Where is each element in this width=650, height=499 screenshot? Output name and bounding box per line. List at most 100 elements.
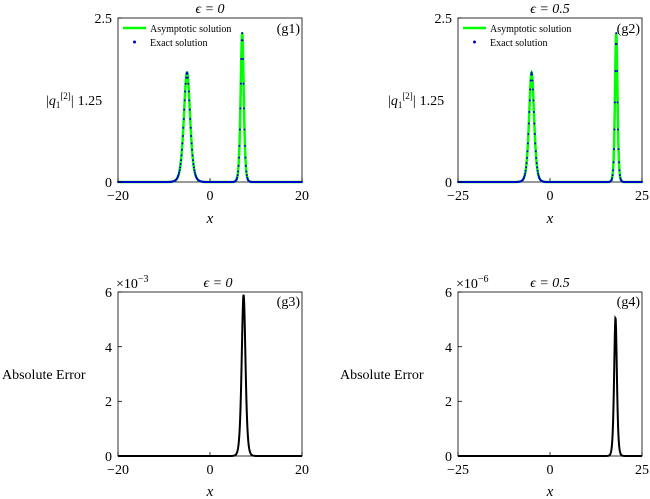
panel-title: ϵ = 0.5 [530, 276, 570, 291]
exact-point [618, 174, 621, 177]
exact-point [186, 72, 189, 75]
exact-point [188, 108, 191, 111]
exact-point [192, 166, 195, 169]
panel-g4: ϵ = 0.5 ×10−6 0 2 4 6 −25 0 25 x Absolut… [340, 274, 649, 499]
exact-point [526, 142, 529, 145]
x-tick-label: 25 [635, 463, 649, 478]
exact-point [615, 32, 618, 35]
exact-point [241, 32, 244, 35]
exact-point [243, 128, 246, 131]
x-tick-label: 20 [295, 189, 309, 204]
x-axis-label: x [206, 211, 214, 227]
exact-point [613, 101, 616, 104]
y-tick-label: 4 [105, 341, 112, 356]
exact-point [180, 154, 183, 157]
exact-point [612, 148, 615, 151]
exact-point [529, 88, 532, 91]
exact-point [187, 82, 190, 85]
x-tick-label: −25 [447, 463, 469, 478]
panel-label: (g3) [277, 295, 301, 310]
x-tick-label: 0 [207, 463, 214, 478]
exact-point [245, 170, 248, 173]
exact-point [191, 154, 194, 157]
exact-point [531, 79, 534, 82]
y-axis-label: Absolute Error [340, 368, 424, 383]
exact-point [524, 172, 527, 175]
exact-point [523, 174, 526, 177]
exact-point [180, 148, 183, 151]
legend-exact-swatch [473, 40, 476, 44]
legend: Asymptotic solution Exact solution [123, 24, 231, 49]
y-tick-label: 2.5 [95, 12, 113, 27]
exact-point [238, 144, 241, 147]
exact-point [181, 142, 184, 145]
x-ticks: −20 0 20 [107, 178, 309, 204]
exact-point [246, 176, 249, 179]
exact-point [236, 176, 239, 179]
curves [458, 315, 642, 457]
curves [457, 32, 643, 184]
exact-point [532, 111, 535, 113]
y-ticks: 0 2 4 6 [105, 286, 122, 465]
exact-point [524, 169, 527, 172]
exact-point [535, 156, 538, 159]
exact-point [243, 144, 246, 147]
x-axis-label: x [546, 211, 554, 227]
y-tick-label: 2 [105, 395, 112, 410]
panel-title: ϵ = 0.5 [530, 2, 570, 17]
exact-point [237, 170, 240, 173]
exact-point [177, 174, 180, 177]
x-tick-label: 0 [207, 189, 214, 204]
exact-point [534, 142, 537, 145]
exact-point [183, 99, 186, 102]
legend: Asymptotic solution Exact solution [463, 24, 571, 49]
exact-point [612, 161, 615, 164]
exact-point [240, 58, 243, 61]
exact-point [533, 133, 536, 136]
exact-point [235, 178, 238, 181]
scale-note: ×10−3 [116, 274, 149, 292]
exact-point [532, 99, 535, 102]
panel-g1: ϵ = 0 0 2.5 −20 0 20 x |q1[2]| 1.25 (g1) … [46, 2, 309, 227]
exact-point [241, 39, 244, 42]
exact-point [193, 171, 196, 174]
panel-g2: ϵ = 0.5 0 2.5 −25 0 25 x |q1[2]| 1.25 (g2… [388, 2, 649, 227]
legend-asymptotic-label: Asymptotic solution [150, 24, 231, 35]
exact-point [531, 73, 534, 76]
exact-point [531, 88, 534, 91]
exact-point [192, 163, 195, 166]
legend-exact-swatch [133, 40, 136, 44]
curves [117, 32, 303, 184]
exact-point [239, 107, 242, 110]
exact-point [619, 177, 622, 180]
exact-point [526, 150, 529, 153]
x-axis-label: x [546, 484, 554, 499]
series-exact-points [117, 32, 303, 183]
y-axis-label: |q1[2]| 1.25 [46, 91, 102, 110]
exact-point [537, 174, 540, 177]
panel-title: ϵ = 0 [203, 276, 232, 291]
exact-point [525, 166, 528, 169]
exact-point [187, 90, 190, 93]
exact-point [617, 148, 620, 151]
x-tick-label: 0 [547, 463, 554, 478]
exact-point [193, 169, 196, 172]
y-axis-label: |q1[2]| 1.25 [388, 91, 444, 110]
y-ticks: 0 2.5 [435, 12, 462, 191]
y-tick-label: 6 [105, 286, 112, 301]
exact-point [611, 177, 614, 180]
series-asymptotic-line [118, 32, 302, 184]
exact-point [533, 122, 536, 125]
exact-point [236, 174, 239, 177]
exact-point [616, 101, 619, 104]
exact-point [178, 169, 181, 172]
exact-point [242, 58, 245, 61]
x-tick-label: 20 [295, 463, 309, 478]
legend-asymptotic-label: Asymptotic solution [490, 24, 571, 35]
y-tick-label: 0 [105, 176, 112, 191]
exact-point [610, 178, 613, 181]
y-tick-label: 4 [445, 341, 452, 356]
x-axis-label: x [206, 484, 214, 499]
exact-point [178, 171, 181, 174]
plot-frame [117, 17, 303, 183]
